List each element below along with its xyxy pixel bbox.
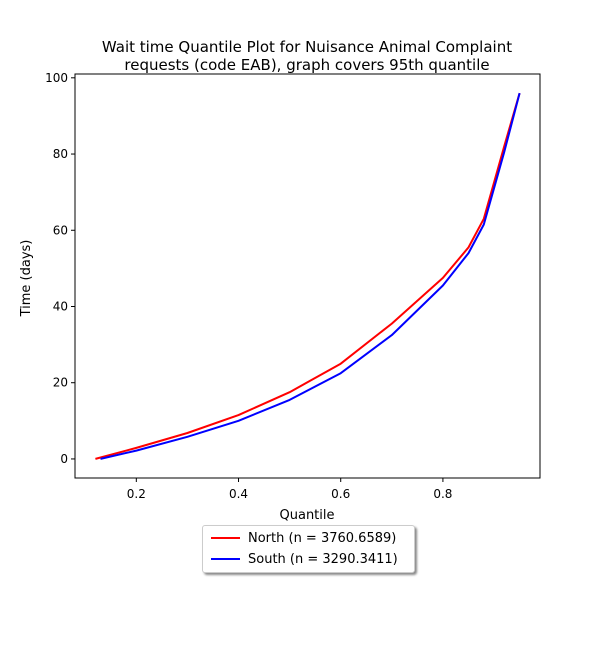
x-tick-label: 0.2 — [127, 487, 146, 501]
series-line-north — [95, 92, 521, 460]
series-line-south — [100, 92, 521, 460]
y-tick-label: 0 — [60, 452, 68, 466]
x-tick-label: 0.8 — [433, 487, 452, 501]
legend-label-south: South (n = 3290.3411) — [248, 551, 398, 567]
series-lines — [95, 92, 521, 460]
x-axis-label: Quantile — [280, 508, 335, 523]
x-tick-label: 0.4 — [229, 487, 248, 501]
legend-item-south: South (n = 3290.3411) — [211, 549, 398, 569]
legend-label-north: North (n = 3760.6589) — [248, 530, 397, 546]
chart-title-line-1: Wait time Quantile Plot for Nuisance Ani… — [102, 38, 512, 56]
legend-item-north: North (n = 3760.6589) — [211, 528, 396, 548]
y-tick-label: 100 — [45, 71, 68, 85]
y-tick-label: 20 — [53, 376, 68, 390]
legend-swatch-south — [211, 558, 240, 560]
x-tick-label: 0.6 — [331, 487, 350, 501]
y-tick-label: 40 — [53, 299, 68, 313]
chart-title-line-2: requests (code EAB), graph covers 95th q… — [124, 56, 489, 74]
axis-ticks: 0.2 0.4 0.6 0.8 0 20 40 60 80 100 — [45, 71, 452, 501]
y-axis-label: Time (days) — [19, 240, 34, 318]
plot-area-frame — [74, 73, 541, 479]
y-tick-label: 80 — [53, 147, 68, 161]
legend: North (n = 3760.6589) South (n = 3290.34… — [202, 525, 415, 573]
legend-swatch-north — [211, 537, 240, 539]
y-tick-label: 60 — [53, 223, 68, 237]
